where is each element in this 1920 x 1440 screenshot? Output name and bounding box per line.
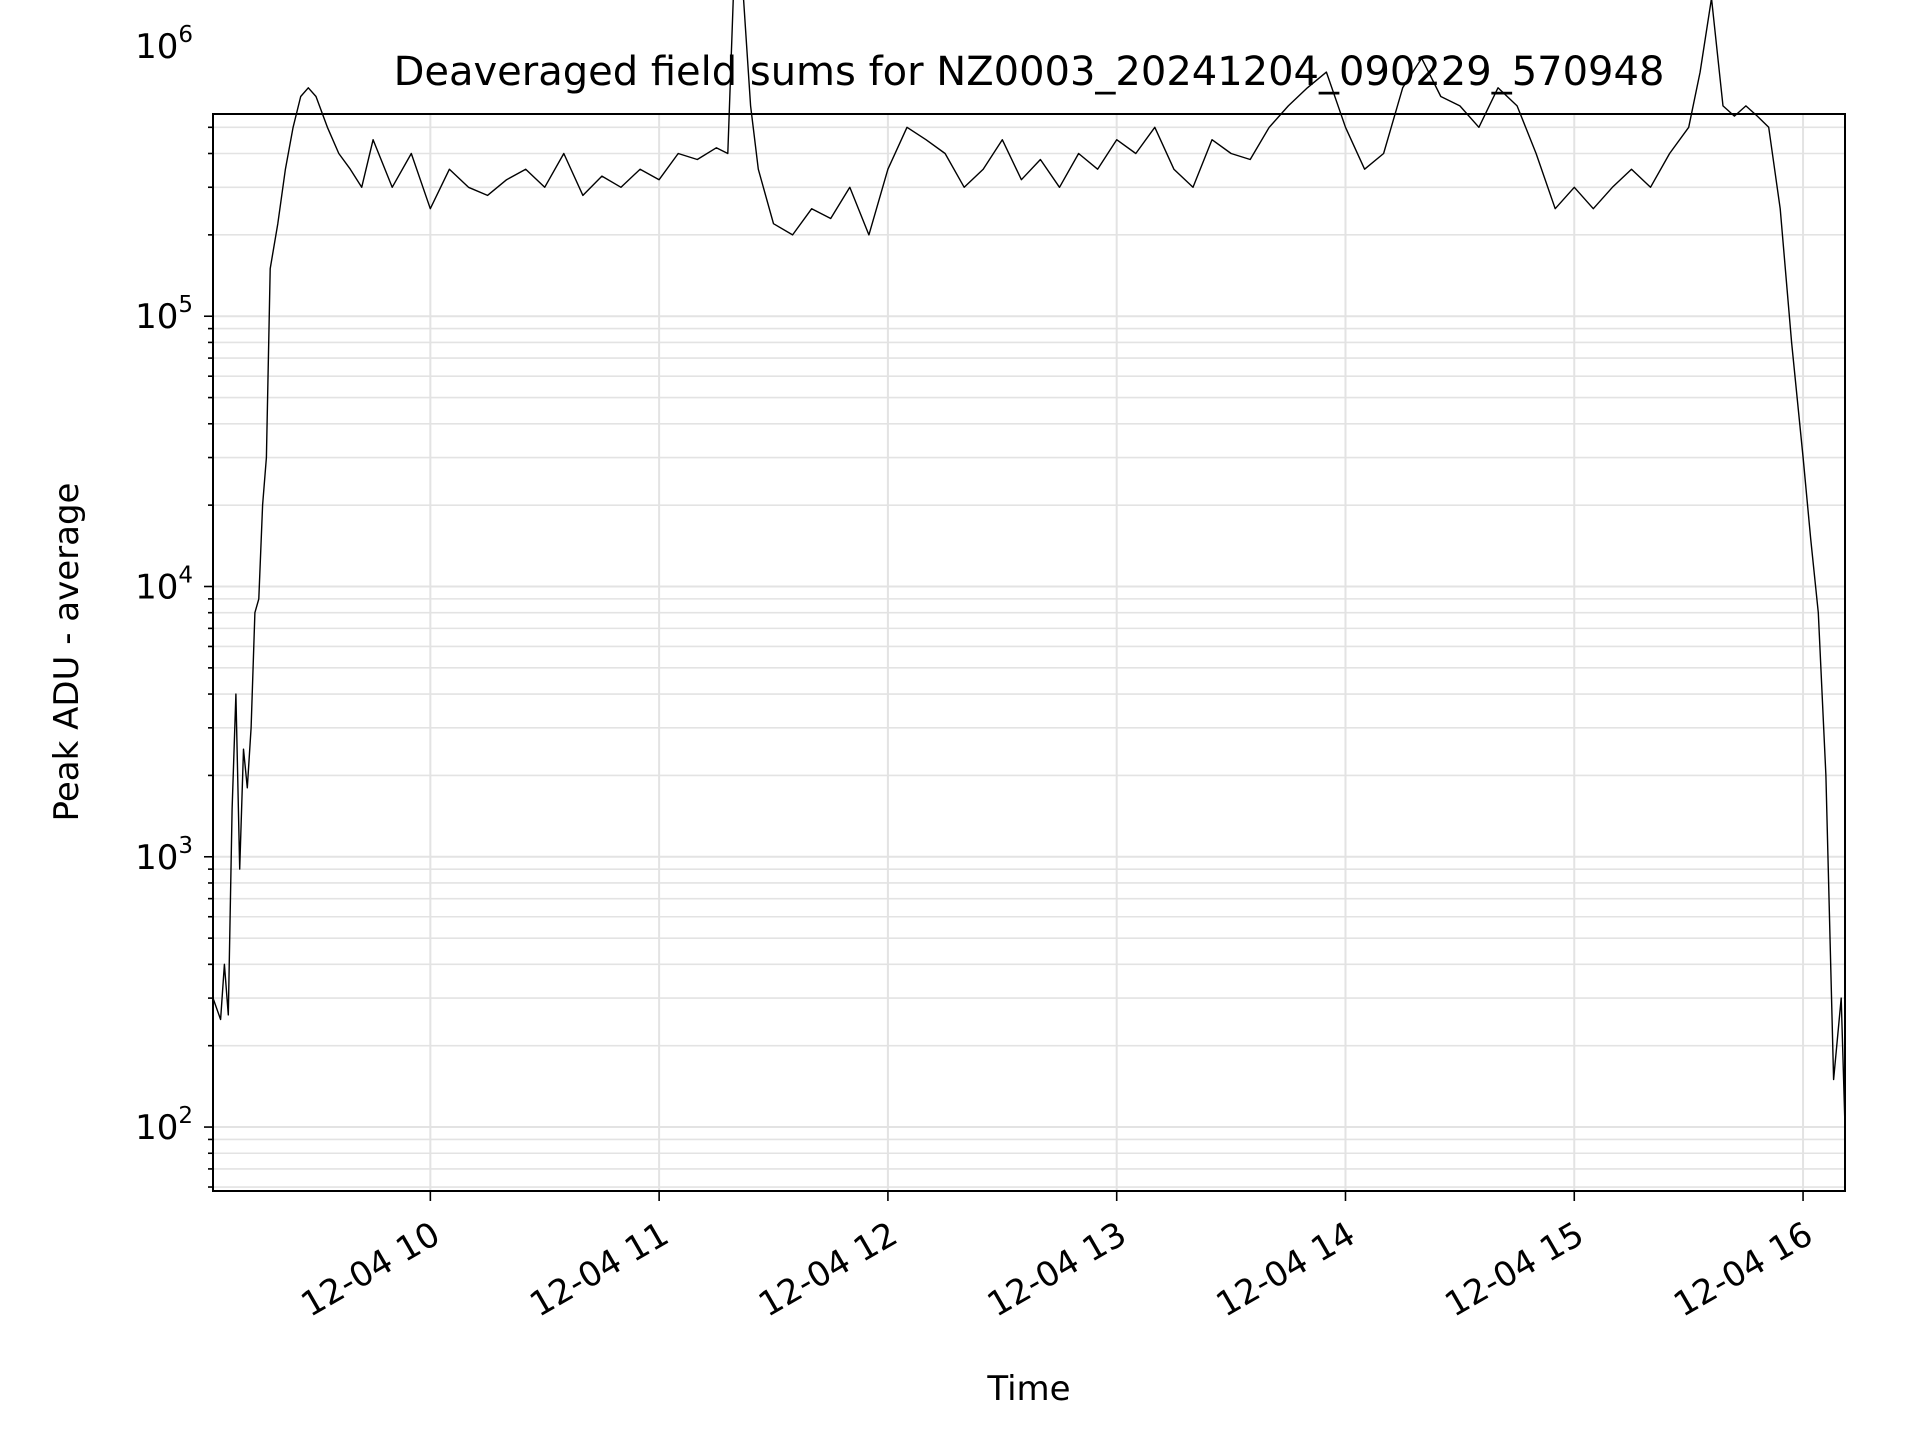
series-line bbox=[212, 0, 1846, 1128]
y-tick-label: 104 bbox=[135, 562, 193, 607]
y-tick-label: 103 bbox=[135, 833, 193, 878]
y-axis-label: Peak ADU - average bbox=[47, 483, 87, 822]
y-tick-label: 105 bbox=[135, 292, 193, 337]
y-tick-label: 106 bbox=[135, 22, 193, 67]
plot-frame bbox=[212, 113, 1846, 1192]
y-tick-label: 102 bbox=[135, 1103, 193, 1148]
gridlines bbox=[213, 114, 1845, 1191]
x-axis-label: Time bbox=[986, 1369, 1070, 1409]
series-lines bbox=[212, 0, 1846, 1128]
chart-title: Deaveraged field sums for NZ0003_2024120… bbox=[394, 49, 1665, 95]
